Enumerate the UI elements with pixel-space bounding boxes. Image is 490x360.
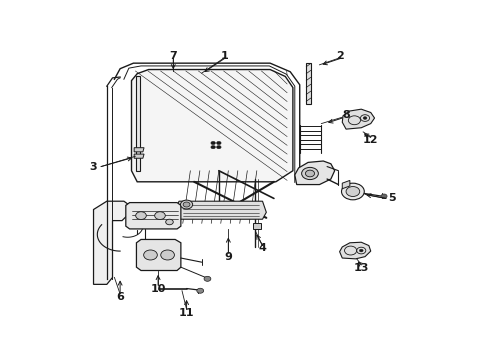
Circle shape bbox=[155, 212, 165, 220]
Text: 10: 10 bbox=[150, 284, 166, 293]
Text: 13: 13 bbox=[354, 263, 369, 273]
Text: 2: 2 bbox=[337, 51, 344, 61]
Polygon shape bbox=[126, 203, 181, 229]
Circle shape bbox=[359, 249, 363, 252]
Circle shape bbox=[302, 167, 318, 180]
Circle shape bbox=[363, 117, 367, 120]
Polygon shape bbox=[340, 242, 371, 259]
Circle shape bbox=[217, 145, 221, 149]
Text: 6: 6 bbox=[116, 292, 124, 302]
Polygon shape bbox=[136, 239, 181, 270]
Polygon shape bbox=[134, 148, 144, 152]
Text: 5: 5 bbox=[388, 193, 395, 203]
Text: 12: 12 bbox=[363, 135, 378, 145]
Circle shape bbox=[161, 250, 174, 260]
Circle shape bbox=[180, 200, 193, 209]
Polygon shape bbox=[342, 109, 374, 129]
Circle shape bbox=[346, 186, 360, 197]
Text: 3: 3 bbox=[90, 162, 98, 172]
Text: 11: 11 bbox=[179, 308, 195, 318]
Polygon shape bbox=[175, 201, 267, 219]
Text: 4: 4 bbox=[259, 243, 267, 253]
Polygon shape bbox=[295, 161, 335, 185]
Circle shape bbox=[183, 202, 190, 207]
Polygon shape bbox=[136, 76, 140, 171]
Polygon shape bbox=[131, 69, 293, 182]
Text: 9: 9 bbox=[224, 252, 232, 262]
Circle shape bbox=[381, 194, 387, 198]
Text: 7: 7 bbox=[170, 51, 177, 61]
Circle shape bbox=[166, 219, 173, 225]
Circle shape bbox=[342, 183, 364, 200]
Circle shape bbox=[197, 288, 204, 293]
Circle shape bbox=[136, 212, 147, 220]
Polygon shape bbox=[306, 63, 311, 104]
Circle shape bbox=[305, 170, 315, 177]
Text: 1: 1 bbox=[220, 51, 228, 61]
Circle shape bbox=[144, 250, 157, 260]
Text: 8: 8 bbox=[342, 110, 350, 120]
Circle shape bbox=[211, 145, 216, 149]
Polygon shape bbox=[94, 201, 128, 284]
Circle shape bbox=[204, 276, 211, 281]
Circle shape bbox=[211, 141, 216, 145]
Polygon shape bbox=[253, 223, 261, 229]
Circle shape bbox=[217, 141, 221, 145]
Polygon shape bbox=[342, 180, 350, 189]
Polygon shape bbox=[134, 154, 144, 158]
